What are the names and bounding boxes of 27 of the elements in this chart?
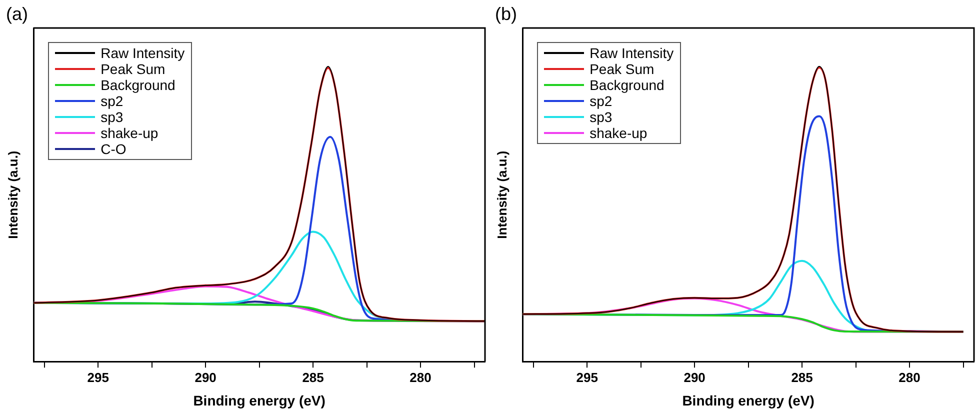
legend-label: sp2 <box>590 93 612 109</box>
chart-title: (b) <box>495 4 517 24</box>
legend-label: Peak Sum <box>100 61 166 77</box>
x-tick-label: 285 <box>791 370 813 385</box>
x-tick-label: 295 <box>87 370 109 385</box>
legend-label: C-O <box>100 141 126 157</box>
legend-label: sp3 <box>100 109 124 125</box>
x-tick-label: 280 <box>898 370 920 385</box>
legend-label: Raw Intensity <box>590 45 674 61</box>
legend-label: sp2 <box>100 93 124 109</box>
legend-label: Raw Intensity <box>100 45 185 61</box>
legend-label: Peak Sum <box>590 61 654 77</box>
x-tick-label: 290 <box>684 370 706 385</box>
x-axis-title: Binding energy (eV) <box>682 392 814 408</box>
legend-label: shake-up <box>100 125 158 141</box>
legend-label: Background <box>590 77 664 93</box>
x-tick-label: 285 <box>302 370 324 385</box>
x-tick-label: 290 <box>194 370 216 385</box>
legend-label: sp3 <box>590 109 612 125</box>
legend-label: shake-up <box>590 125 648 141</box>
x-tick-label: 280 <box>410 370 432 385</box>
legend-label: Background <box>100 77 176 93</box>
x-axis-title: Binding energy (eV) <box>193 392 326 408</box>
x-tick-label: 295 <box>576 370 598 385</box>
y-axis-title: Intensity (a.u.) <box>494 150 510 239</box>
y-axis-title: Intensity (a.u.) <box>5 150 20 239</box>
chart-title: (a) <box>6 4 28 24</box>
